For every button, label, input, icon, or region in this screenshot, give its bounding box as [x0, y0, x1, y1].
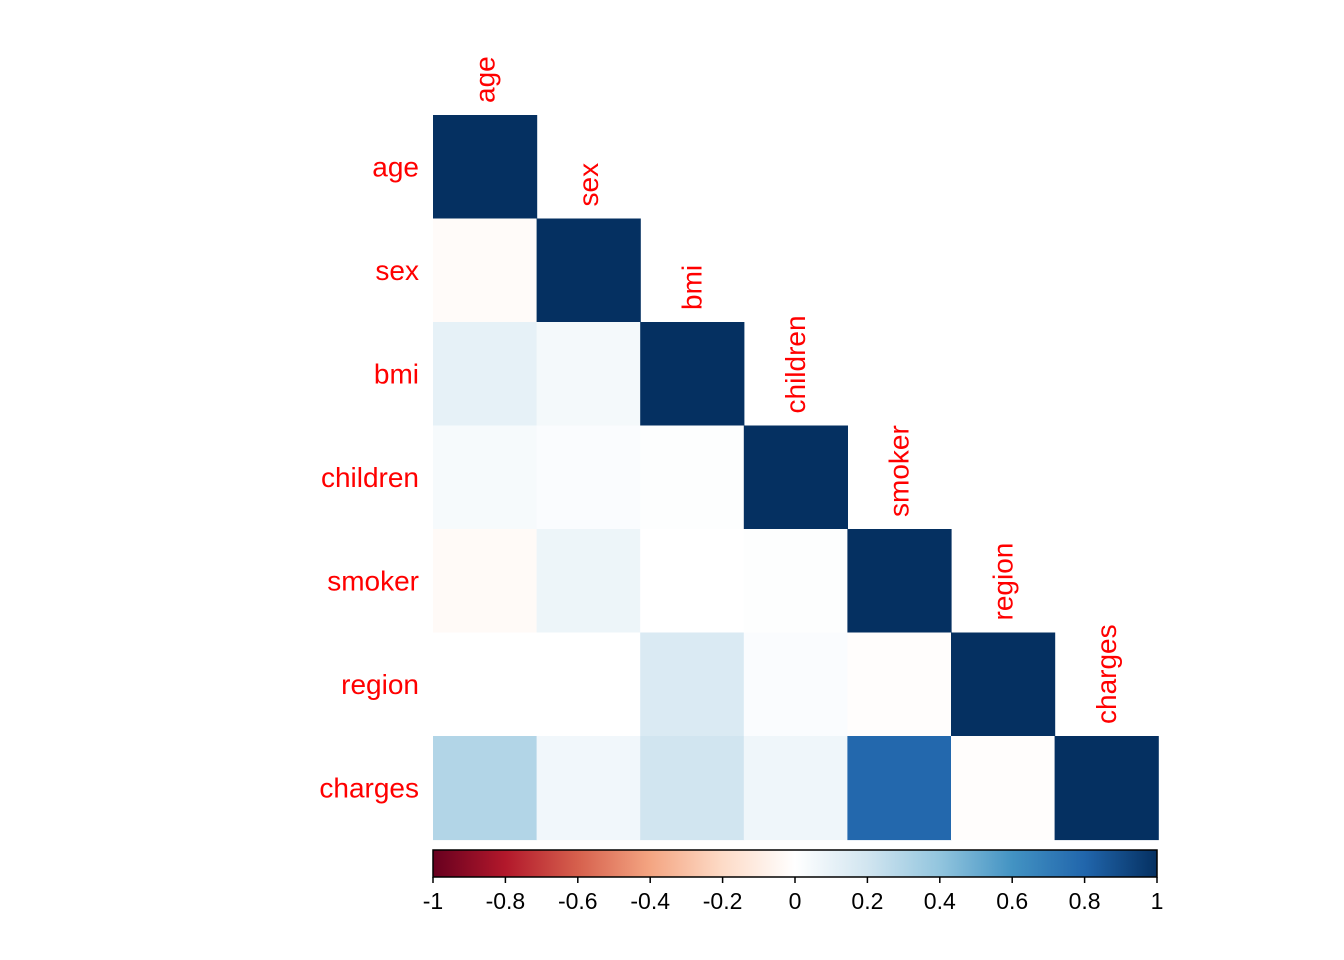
cell-bmi-bmi	[640, 322, 745, 427]
cell-charges-smoker	[847, 736, 952, 841]
cell-smoker-sex	[536, 529, 641, 634]
row-labels: age sex bmi children smoker region charges	[319, 151, 419, 803]
heatmap-cells	[433, 115, 1159, 841]
colorbar-tick-label: 0	[789, 888, 802, 914]
cell-charges-bmi	[640, 736, 745, 841]
row-label-charges: charges	[319, 772, 419, 803]
colorbar-tick-label: -0.2	[703, 888, 743, 914]
cell-bmi-sex	[536, 322, 641, 427]
row-label-bmi: bmi	[374, 358, 419, 389]
row-label-region: region	[341, 669, 419, 700]
colorbar-tick-label: -0.6	[558, 888, 598, 914]
cell-children-sex	[536, 425, 641, 530]
cell-children-age	[433, 425, 538, 530]
cell-smoker-children	[743, 529, 848, 634]
cell-region-region	[951, 632, 1056, 737]
cell-region-age	[433, 632, 538, 737]
col-label-children: children	[780, 315, 811, 413]
colorbar-tick-label: -0.4	[630, 888, 670, 914]
colorbar-tick-label: 0.8	[1069, 888, 1101, 914]
cell-smoker-age	[433, 529, 538, 634]
row-label-children: children	[321, 462, 419, 493]
cell-children-bmi	[640, 425, 745, 530]
col-label-age: age	[469, 56, 500, 103]
cell-sex-age	[433, 218, 538, 323]
colorbar: -1 -0.8 -0.6 -0.4 -0.2 0 0.2 0.4 0.6 0.8 1	[423, 849, 1164, 914]
cell-charges-sex	[536, 736, 641, 841]
cell-charges-children	[743, 736, 848, 841]
row-label-age: age	[372, 151, 419, 182]
col-label-smoker: smoker	[884, 425, 915, 517]
colorbar-tick-label: 0.6	[996, 888, 1028, 914]
colorbar-tick-label: -0.8	[486, 888, 526, 914]
cell-bmi-age	[433, 322, 538, 427]
cell-charges-charges	[1054, 736, 1159, 841]
col-label-region: region	[987, 543, 1018, 621]
row-label-sex: sex	[375, 255, 419, 286]
colorbar-gradient	[432, 849, 1158, 878]
cell-charges-region	[951, 736, 1056, 841]
cell-smoker-smoker	[847, 529, 952, 634]
colorbar-tick-label: 0.4	[924, 888, 956, 914]
cell-region-sex	[536, 632, 641, 737]
cell-region-children	[743, 632, 848, 737]
cell-region-bmi	[640, 632, 745, 737]
cell-smoker-bmi	[640, 529, 745, 634]
colorbar-tick-label: 0.2	[851, 888, 883, 914]
colorbar-tick-label: -1	[423, 888, 443, 914]
row-label-smoker: smoker	[327, 565, 419, 596]
column-labels: age sex bmi children smoker region charges	[469, 56, 1122, 724]
col-label-charges: charges	[1091, 624, 1122, 724]
cell-age-age	[433, 115, 538, 220]
cell-charges-age	[433, 736, 538, 841]
colorbar-ticks: -1 -0.8 -0.6 -0.4 -0.2 0 0.2 0.4 0.6 0.8 1	[423, 877, 1164, 914]
cell-region-smoker	[847, 632, 952, 737]
cell-sex-sex	[536, 218, 641, 323]
colorbar-tick-label: 1	[1151, 888, 1164, 914]
col-label-bmi: bmi	[677, 265, 708, 310]
col-label-sex: sex	[573, 163, 604, 207]
cell-children-children	[743, 425, 848, 530]
